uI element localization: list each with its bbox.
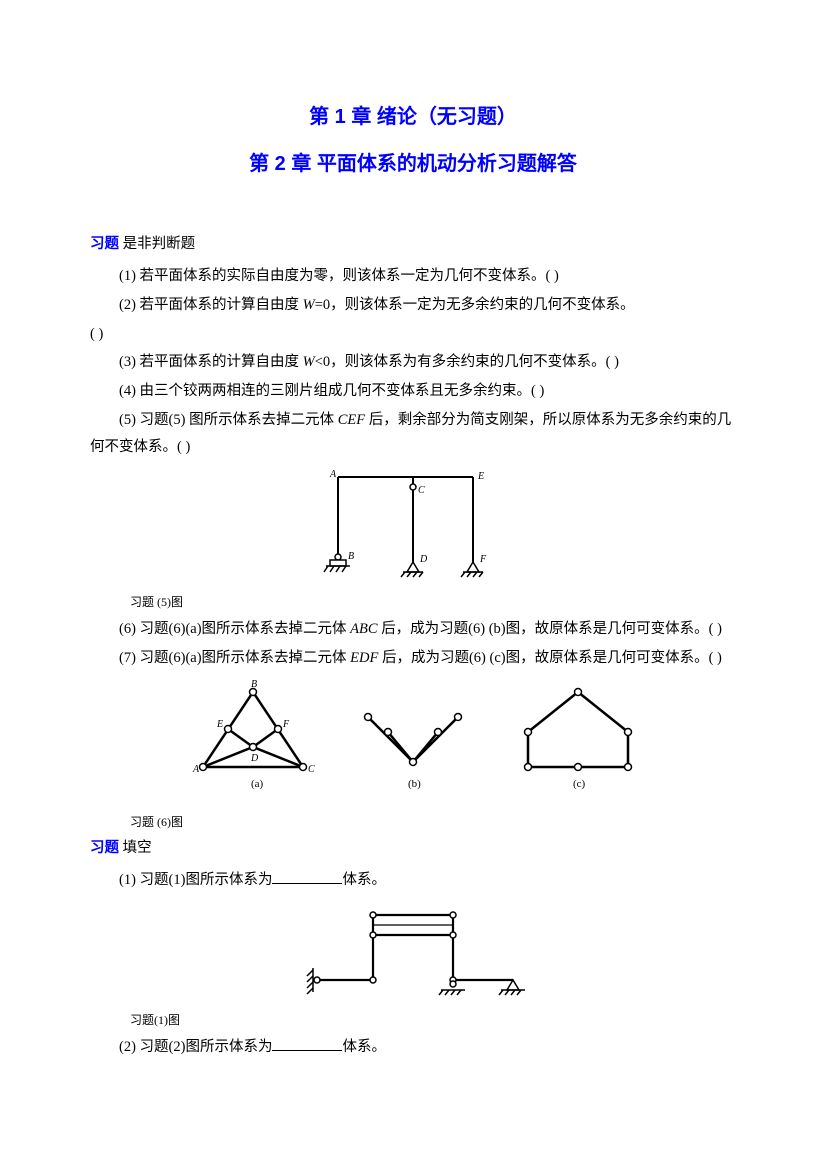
blank-2 xyxy=(272,1036,342,1051)
fig5-label-C: C xyxy=(418,485,425,496)
svg-text:D: D xyxy=(250,753,259,764)
fig5-label-F: F xyxy=(479,554,487,565)
fill-1: (1) 习题(1)图所示体系为 体系。 xyxy=(90,867,736,894)
section-label: 习题 xyxy=(90,236,119,252)
fig6-label-a: (a) xyxy=(251,778,264,790)
question-7: (7) 习题(6)(a)图所示体系去掉二元体 EDF 后，成为习题(6) (c)… xyxy=(90,645,736,672)
f1-part-b: 体系。 xyxy=(342,872,386,888)
f1-part-a: (1) 习题(1)图所示体系为 xyxy=(119,872,272,888)
question-2-cont: ( ) xyxy=(90,321,736,348)
section2-text: 填空 xyxy=(119,840,152,856)
question-2: (2) 若平面体系的计算自由度 W=0，则该体系一定为无多余约束的几何不变体系。 xyxy=(90,292,736,319)
fig6-label-c: (c) xyxy=(573,778,586,790)
fig5-label-D: D xyxy=(419,554,428,565)
question-4: (4) 由三个铰两两相连的三刚片组成几何不变体系且无多余约束。( ) xyxy=(90,378,736,405)
blank-1 xyxy=(272,869,342,884)
question-3: (3) 若平面体系的计算自由度 W<0，则该体系为有多余约束的几何不变体系。( … xyxy=(90,349,736,376)
q3-var: W xyxy=(303,354,315,370)
q5-part-a: (5) 习题(5) 图所示体系去掉二元体 xyxy=(119,412,338,428)
q2-part-c: =0，则该体系一定为无多余约束的几何不变体系。 xyxy=(315,297,635,313)
question-6: (6) 习题(6)(a)图所示体系去掉二元体 ABC 后，成为习题(6) (b)… xyxy=(90,616,736,643)
question-5: (5) 习题(5) 图所示体系去掉二元体 CEF 后，剩余部分为简支刚架，所以原… xyxy=(90,407,736,461)
q5-var: CEF xyxy=(338,412,365,428)
chapter2-title: 第 2 章 平面体系的机动分析习题解答 xyxy=(90,147,736,176)
section-text: 是非判断题 xyxy=(119,236,195,252)
q3-part-c: <0，则该体系为有多余约束的几何不变体系。( ) xyxy=(315,354,619,370)
page: 第 1 章 绪论（无习题） 第 2 章 平面体系的机动分析习题解答 习题 是非判… xyxy=(0,0,826,1169)
section-truefalse-head: 习题 是非判断题 xyxy=(90,232,736,253)
figure-6-caption: 习题 (6)图 xyxy=(130,813,736,830)
figure-fill-1-caption: 习题(1)图 xyxy=(130,1011,736,1028)
section-fill-head: 习题 填空 xyxy=(90,836,736,857)
q6-var: ABC xyxy=(350,621,377,637)
q7-var: EDF xyxy=(350,650,378,666)
svg-text:F: F xyxy=(282,719,290,730)
f2-part-b: 体系。 xyxy=(342,1039,386,1055)
q7-part-c: 后，成为习题(6) (c)图，故原体系是几何可变体系。( ) xyxy=(378,650,722,666)
figure-5: A B C D E F xyxy=(90,467,736,587)
svg-text:A: A xyxy=(192,764,200,775)
fig5-label-A: A xyxy=(329,469,337,480)
fig5-label-B: B xyxy=(348,551,354,562)
fig5-label-E: E xyxy=(477,471,484,482)
figure-fill-1 xyxy=(90,900,736,1005)
chapter1-title: 第 1 章 绪论（无习题） xyxy=(90,100,736,129)
fill-2: (2) 习题(2)图所示体系为 体系。 xyxy=(90,1034,736,1061)
q6-part-a: (6) 习题(6)(a)图所示体系去掉二元体 xyxy=(119,621,350,637)
figure-5-caption: 习题 (5)图 xyxy=(130,593,736,610)
fig6-label-b: (b) xyxy=(408,778,421,790)
section2-label: 习题 xyxy=(90,840,119,856)
q7-part-a: (7) 习题(6)(a)图所示体系去掉二元体 xyxy=(119,650,350,666)
svg-text:E: E xyxy=(216,719,223,730)
f2-part-a: (2) 习题(2)图所示体系为 xyxy=(119,1039,272,1055)
q6-part-c: 后，成为习题(6) (b)图，故原体系是几何可变体系。( ) xyxy=(378,621,722,637)
figure-6: A B C D E F (a) (b) xyxy=(90,677,736,807)
question-1: (1) 若平面体系的实际自由度为零，则该体系一定为几何不变体系。( ) xyxy=(90,263,736,290)
svg-text:B: B xyxy=(251,679,257,690)
q2-part-a: (2) 若平面体系的计算自由度 xyxy=(119,297,303,313)
q3-part-a: (3) 若平面体系的计算自由度 xyxy=(119,354,303,370)
svg-text:C: C xyxy=(308,764,315,775)
q2-var: W xyxy=(303,297,315,313)
